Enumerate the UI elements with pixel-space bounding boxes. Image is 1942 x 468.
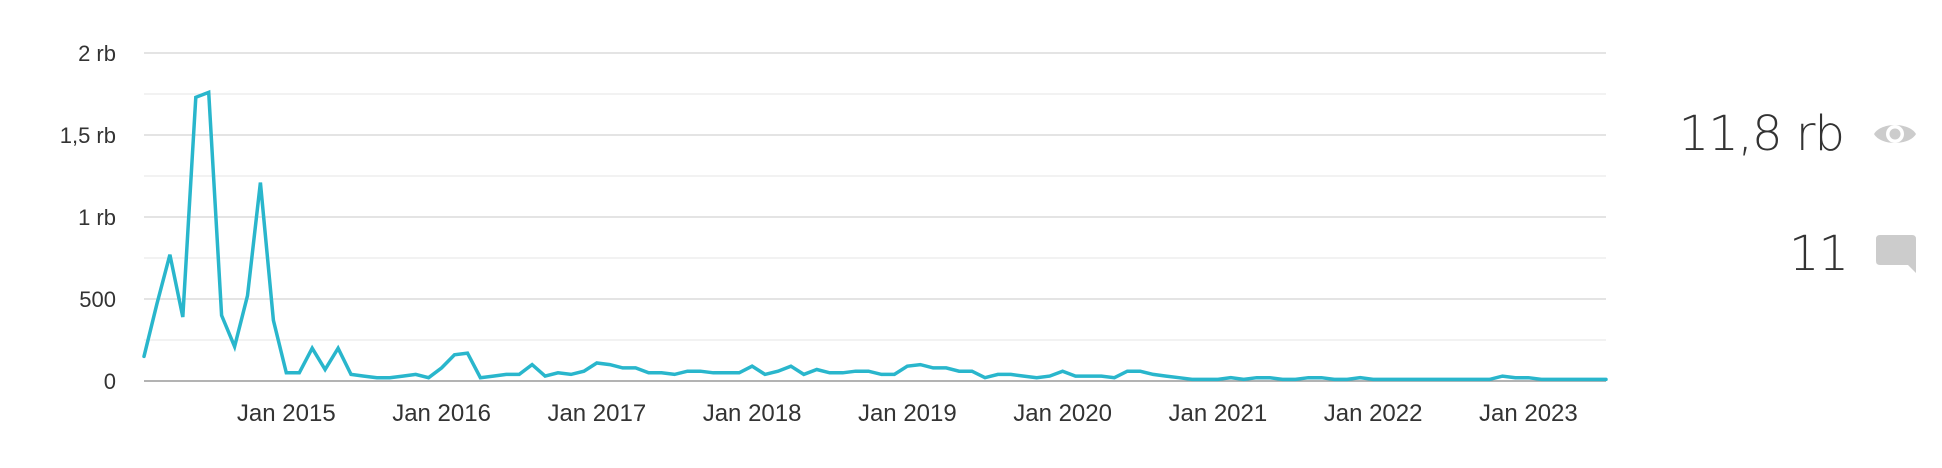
x-tick-label: Jan 2016 <box>392 400 491 427</box>
eye-icon <box>1872 119 1918 149</box>
comments-count: 11 <box>1788 226 1849 282</box>
y-tick-label: 1 rb <box>78 205 116 230</box>
views-stat: 11,8 rb <box>1679 106 1918 162</box>
x-tick-label: Jan 2020 <box>1013 400 1112 427</box>
x-tick-label: Jan 2019 <box>858 400 957 427</box>
series-line <box>142 89 1608 382</box>
x-tick-label: Jan 2023 <box>1479 400 1578 427</box>
views-count: 11,8 rb <box>1678 106 1845 162</box>
x-tick-label: Jan 2018 <box>703 400 802 427</box>
x-tick-label: Jan 2015 <box>237 400 336 427</box>
y-tick-label: 2 rb <box>78 41 116 66</box>
comments-stat: 11 <box>1789 226 1918 282</box>
y-tick-label: 0 <box>104 369 116 394</box>
x-tick-label: Jan 2022 <box>1324 400 1423 427</box>
x-axis-ticks: Jan 2015 Jan 2016 Jan 2017 Jan 2018 Jan 2019… <box>237 400 1578 427</box>
y-tick-label: 1,5 rb <box>60 123 116 148</box>
y-tick-label: 500 <box>79 287 116 312</box>
y-axis-ticks: 0 500 1 rb 1,5 rb 2 rb <box>60 41 116 394</box>
x-tick-label: Jan 2017 <box>547 400 646 427</box>
series-layer <box>142 89 1608 382</box>
comment-icon <box>1876 233 1918 275</box>
grid-lines <box>144 52 1606 382</box>
x-tick-label: Jan 2021 <box>1168 400 1267 427</box>
stats-panel: 11,8 rb 11 <box>1622 0 1942 468</box>
